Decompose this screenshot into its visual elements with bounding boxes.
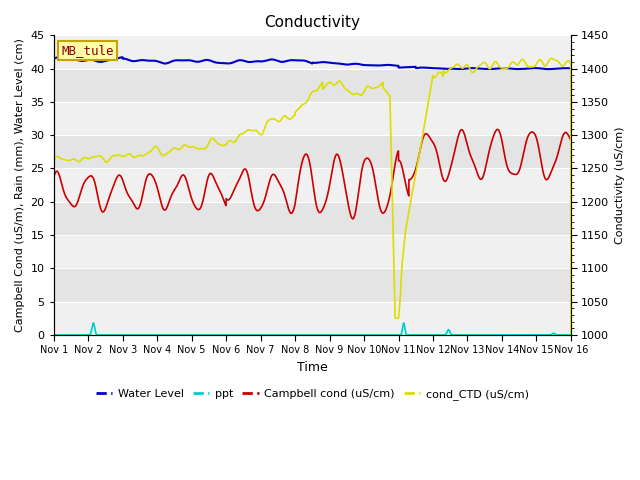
Text: MB_tule: MB_tule (61, 44, 114, 57)
Title: Conductivity: Conductivity (264, 15, 360, 30)
Y-axis label: Campbell Cond (uS/m), Rain (mm), Water Level (cm): Campbell Cond (uS/m), Rain (mm), Water L… (15, 38, 25, 332)
X-axis label: Time: Time (297, 361, 328, 374)
Bar (54, 235, 571, 268)
Bar (54, 202, 571, 235)
Bar (54, 102, 571, 135)
Bar (54, 168, 571, 202)
Bar (54, 69, 571, 102)
Bar (54, 301, 571, 335)
Y-axis label: Conductivity (uS/cm): Conductivity (uS/cm) (615, 126, 625, 244)
Legend: Water Level, ppt, Campbell cond (uS/cm), cond_CTD (uS/cm): Water Level, ppt, Campbell cond (uS/cm),… (91, 384, 534, 404)
Bar (54, 268, 571, 301)
Bar (54, 36, 571, 69)
Bar (54, 135, 571, 168)
